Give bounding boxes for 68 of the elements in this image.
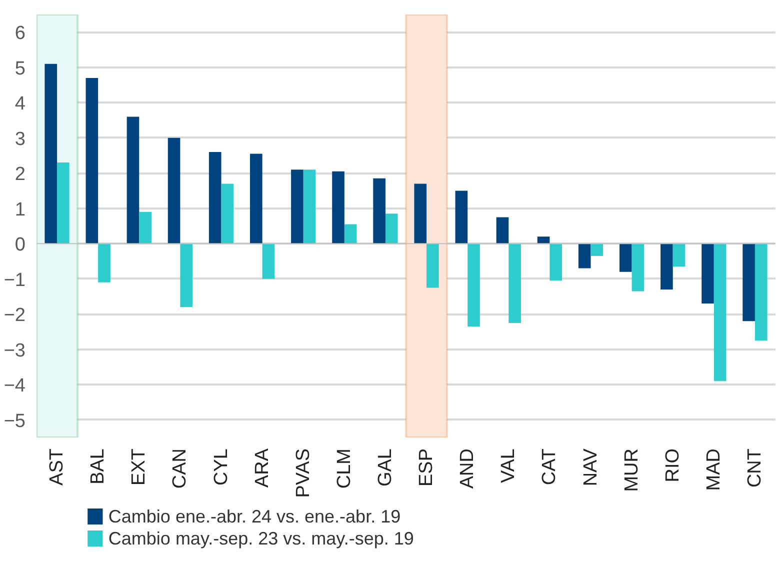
bar [180,244,193,308]
bar [496,217,509,244]
bar [303,170,316,244]
y-tick-label: −3 [4,340,26,362]
y-tick-label: 3 [14,128,26,150]
x-tick-label: CYL [210,448,232,486]
bar [44,64,58,244]
bar [262,244,275,279]
bar [98,244,110,282]
x-tick-label: NAV [580,448,602,486]
x-tick-label: BAL [88,448,109,484]
bar [344,224,357,244]
bar [590,244,604,256]
x-tick-label: MUR [621,448,642,492]
y-tick-label: 0 [14,234,26,256]
x-tick-label: AST [46,448,68,486]
x-tick-label: CAN [170,448,191,489]
bar [168,138,180,244]
bar [86,78,98,244]
y-tick-label: 5 [14,58,26,80]
x-tick-label: AND [457,448,478,489]
bar [537,236,550,244]
y-tick-label: 4 [14,94,26,115]
bar [426,244,439,288]
bar [57,162,70,244]
bar [221,184,234,244]
bar [373,178,386,244]
y-tick-label: −5 [4,410,26,432]
x-tick-label: EXT [128,448,150,486]
bar [208,152,222,244]
x-tick-label: CLM [334,448,355,489]
bar [578,244,591,268]
legend-label: Cambio ene.-abr. 24 vs. ene.-abr. 19 [108,506,401,526]
x-tick-label: ARA [252,448,273,488]
x-tick-label: ESP [416,448,438,487]
x-tick-label: PVAS [292,448,314,498]
bar [619,244,632,272]
y-tick-label: −1 [4,270,26,291]
bar [702,244,714,304]
bar [742,244,755,322]
bar [754,244,768,341]
y-tick-label: 6 [14,23,26,44]
bar [632,244,644,292]
bar [385,214,398,244]
bar [672,244,686,267]
bar [139,212,152,244]
bar [332,171,344,244]
bar [508,244,521,323]
x-tick-label: CAT [539,448,560,486]
x-tick-label: RIO [662,448,684,482]
bar [291,170,304,244]
bar [414,184,427,244]
bar [250,154,262,244]
bar [660,244,673,290]
bar [550,244,562,281]
y-tick-label: 1 [14,199,26,220]
x-tick-label: GAL [374,448,396,487]
y-tick-label: −2 [4,305,26,326]
bar [714,244,726,382]
x-tick-label: MAD [703,448,724,491]
legend-label: Cambio may.-sep. 23 vs. may.-sep. 19 [108,528,414,548]
bar [455,190,468,244]
x-tick-label: CNT [744,448,766,488]
y-tick-label: 2 [14,164,26,186]
y-tick-label: −4 [4,376,26,397]
bar [468,244,480,326]
bar [126,116,140,244]
x-tick-label: VAL [498,448,520,483]
